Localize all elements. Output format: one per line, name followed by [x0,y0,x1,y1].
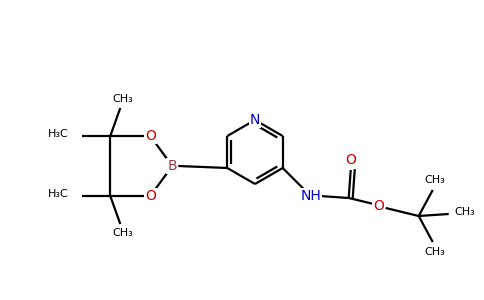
Text: CH₃: CH₃ [112,94,133,104]
Text: H₃C: H₃C [47,129,68,139]
Text: O: O [373,199,384,213]
Text: CH₃: CH₃ [454,207,475,217]
Text: O: O [145,129,156,143]
Text: CH₃: CH₃ [424,247,445,257]
Text: H₃C: H₃C [47,189,68,199]
Text: CH₃: CH₃ [112,228,133,238]
Text: NH: NH [301,189,321,203]
Text: CH₃: CH₃ [424,175,445,185]
Text: O: O [345,153,356,167]
Text: N: N [250,113,260,127]
Text: O: O [145,189,156,203]
Text: B: B [167,159,177,173]
